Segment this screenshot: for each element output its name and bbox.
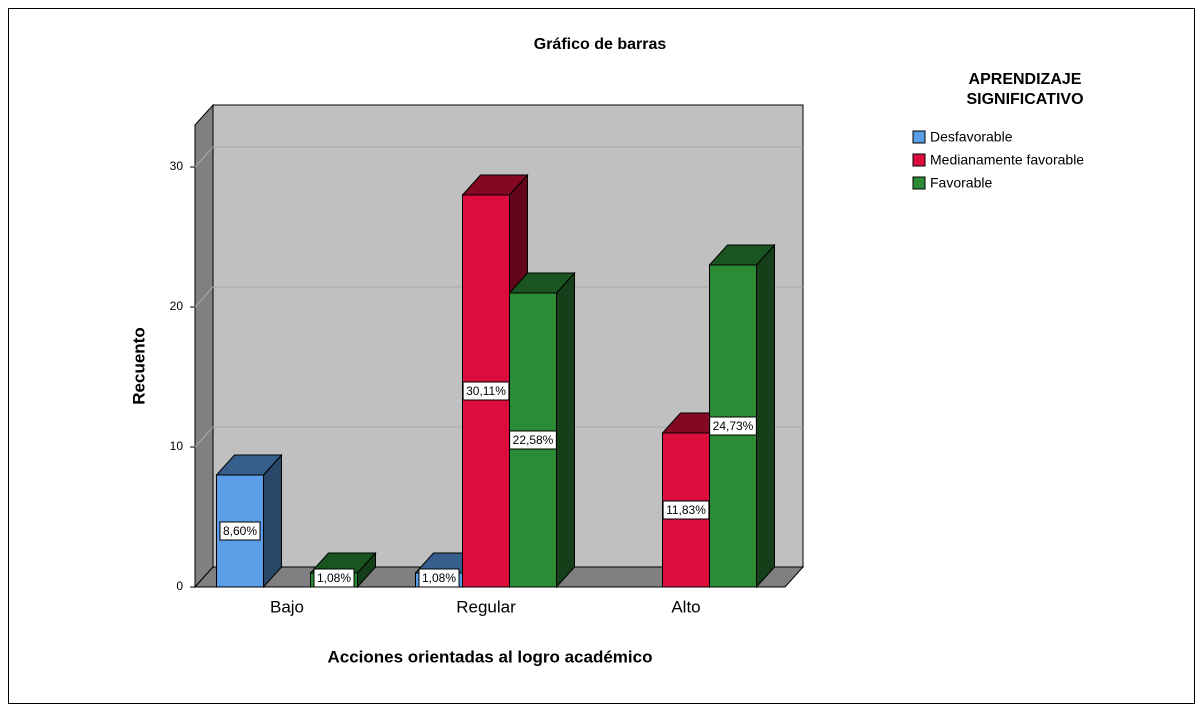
x-tick-label: Regular (456, 597, 516, 616)
legend-title: SIGNIFICATIVO (966, 91, 1083, 108)
x-axis-title: Acciones orientadas al logro académico (327, 647, 652, 666)
chart-title: Gráfico de barras (534, 36, 667, 53)
value-label-box (709, 416, 757, 436)
bar-side (556, 271, 575, 589)
grid-line (194, 286, 803, 308)
left-wall (194, 103, 214, 589)
legend-label: Favorable (930, 175, 992, 191)
value-label-box (418, 568, 460, 588)
value-label: 8,60% (223, 524, 257, 538)
value-label: 1,08% (317, 571, 351, 585)
bar-side (756, 243, 775, 589)
legend-label: Medianamente favorable (930, 152, 1084, 168)
x-tick-label: Alto (671, 597, 700, 616)
y-tick-label: 10 (170, 439, 184, 453)
value-label: 24,73% (713, 419, 754, 433)
legend-label: Desfavorable (930, 129, 1013, 145)
grid-line (194, 426, 803, 448)
value-label-box (462, 381, 510, 401)
legend-swatch (912, 153, 926, 167)
value-label: 11,83% (666, 503, 706, 517)
y-axis-title: Recuento (129, 327, 148, 404)
y-tick-label: 20 (170, 299, 184, 313)
value-label-box (219, 521, 261, 541)
y-tick-label: 0 (176, 579, 183, 593)
legend-title: APRENDIZAJE (969, 71, 1082, 88)
y-tick-label: 30 (170, 159, 184, 173)
grid-line (194, 146, 803, 168)
value-label: 30,11% (466, 384, 506, 398)
value-label-box (313, 568, 355, 588)
legend-swatch (912, 176, 926, 190)
value-label: 22,58% (513, 433, 554, 447)
legend-swatch (912, 130, 926, 144)
value-label-box (662, 500, 710, 520)
value-label-box (509, 430, 557, 450)
bar-side (263, 453, 282, 589)
value-label: 1,08% (422, 571, 456, 585)
x-tick-label: Bajo (270, 597, 304, 616)
